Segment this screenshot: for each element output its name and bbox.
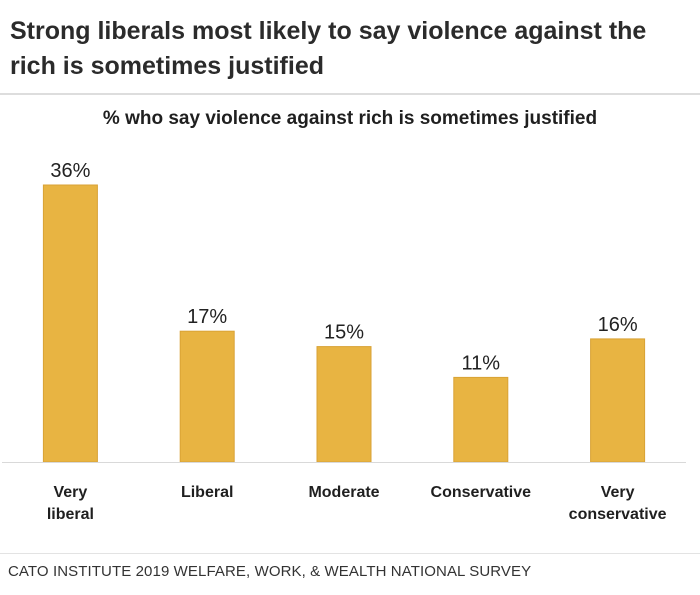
value-label-3: 11% (462, 352, 501, 374)
bar-4 (590, 338, 646, 463)
source-note: CATO INSTITUTE 2019 WELFARE, WORK, & WEA… (8, 563, 532, 580)
category-label-2: Moderate (308, 484, 380, 501)
footer-divider (0, 553, 700, 554)
category-label-3: Conservative (430, 484, 532, 501)
bar-1 (179, 330, 235, 463)
bars-layer (42, 184, 646, 463)
header-divider (0, 93, 700, 95)
category-label-4: Very conservative (568, 484, 667, 523)
value-label-0: 36% (50, 160, 90, 182)
category-label-0: Very liberal (46, 484, 94, 523)
bar-0 (42, 184, 98, 463)
chart-title: % who say violence against rich is somet… (102, 108, 598, 129)
bar-chart: 36% 17% 15% 11% 16% (2, 160, 686, 463)
value-label-4: 16% (598, 314, 638, 336)
value-labels-layer: 36% 17% 15% 11% 16% (50, 160, 637, 374)
category-label-1: Liberal (180, 484, 234, 501)
headline: Strong liberals most likely to say viole… (10, 17, 647, 80)
value-label-1: 17% (187, 306, 227, 328)
value-label-2: 15% (324, 322, 364, 344)
bar-3 (453, 376, 509, 463)
bar-2 (316, 346, 372, 463)
